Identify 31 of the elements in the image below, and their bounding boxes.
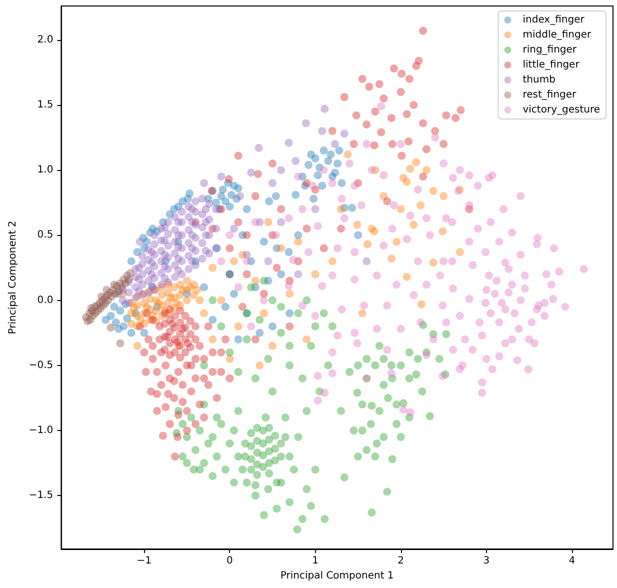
- legend-label: ring_finger: [522, 44, 578, 56]
- y-axis-title: Principal Component 2: [8, 220, 18, 334]
- point: [116, 339, 124, 348]
- y-tick-label: 0.5: [37, 230, 54, 241]
- point: [87, 304, 96, 312]
- legend-label: middle_finger: [522, 30, 592, 40]
- x-tick-label: 4: [568, 556, 576, 566]
- legend-label: victory_gesture: [522, 104, 600, 116]
- legend-label: thumb: [522, 74, 556, 86]
- y-tick-label: 0.0: [37, 294, 54, 306]
- y-tick-label: 2.0: [37, 34, 54, 46]
- x-tick-label: 0: [226, 556, 233, 566]
- y-tick-label: 1.0: [37, 164, 54, 176]
- point: [97, 292, 106, 300]
- point: [126, 268, 134, 277]
- x-tick-label: −1: [136, 556, 152, 566]
- y-tick-label: 1.5: [37, 99, 54, 110]
- y-tick-label: −1.5: [28, 490, 54, 502]
- y-tick-label: −0.5: [28, 360, 54, 371]
- y-tick-label: −1.0: [28, 425, 54, 436]
- point: [124, 275, 133, 284]
- x-tick-label: 1: [312, 556, 318, 566]
- point: [110, 280, 118, 289]
- point: [106, 324, 115, 332]
- legend-label: index_finger: [522, 14, 586, 26]
- legend-label: little_finger: [522, 60, 580, 70]
- x-axis-title: Principal Component 1: [280, 570, 394, 582]
- x-tick-label: 3: [483, 556, 490, 566]
- x-tick-label: 2: [398, 556, 404, 566]
- legend-label: rest_finger: [522, 90, 578, 100]
- point: [102, 286, 111, 294]
